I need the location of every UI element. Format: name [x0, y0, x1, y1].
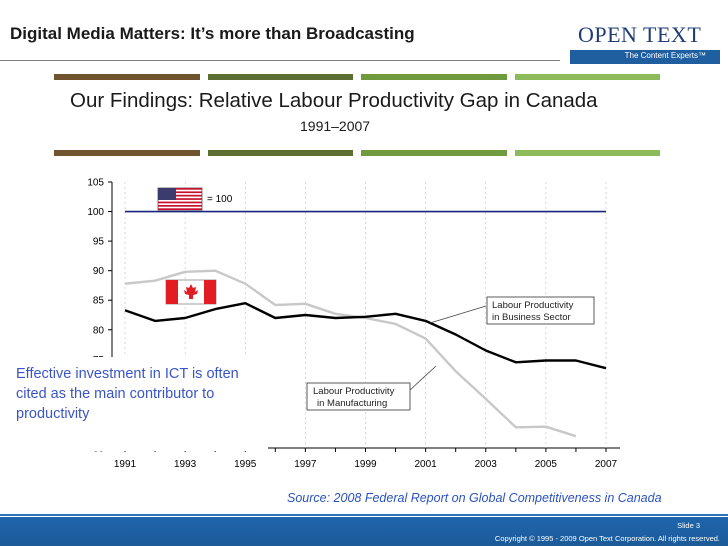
footer-bar: [0, 517, 728, 546]
canada-flag-icon: [165, 279, 217, 305]
stripe-segment: [207, 150, 353, 156]
x-tick-label: 1995: [234, 459, 257, 470]
us-flag-icon: [157, 187, 203, 211]
us-reference-label: = 100: [207, 194, 233, 205]
x-tick-label: 2005: [535, 459, 558, 470]
stripe-segment: [514, 150, 660, 156]
slide-title: Our Findings: Relative Labour Productivi…: [70, 89, 598, 112]
business-label-line-2: in Business Sector: [492, 312, 571, 323]
header-title: Digital Media Matters: It’s more than Br…: [10, 24, 415, 43]
manufacturing-label-pointer: [409, 365, 437, 391]
source-citation: Source: 2008 Federal Report on Global Co…: [287, 491, 662, 505]
y-tick-label: 90: [93, 266, 105, 277]
manufacturing-label-box: Labour Productivity in Manufacturing: [306, 382, 411, 411]
callout-panel: [12, 357, 268, 451]
ict-callout-text: Effective investment in ICT is often cit…: [16, 366, 239, 422]
x-tick-label: 2003: [475, 459, 498, 470]
y-tick-label: 100: [87, 207, 104, 218]
logo-wordmark: OPEN TEXT: [578, 22, 702, 47]
stripe-segment: [514, 74, 660, 80]
decorative-stripe-bottom: [54, 150, 660, 156]
chart-series: [124, 210, 607, 438]
business-label-line-1: Labour Productivity: [492, 300, 574, 311]
footer-divider: [0, 514, 728, 516]
y-tick-label: 95: [93, 237, 105, 248]
manufacturing-label-line-1: Labour Productivity: [313, 386, 395, 397]
copyright-notice: Copyright © 1995 - 2009 Open Text Corpor…: [494, 534, 720, 543]
manufacturing-line: [124, 269, 577, 438]
business-label-pointer: [429, 305, 487, 324]
y-tick-label: 80: [93, 325, 105, 336]
manufacturing-label-line-2: in Manufacturing: [317, 398, 387, 409]
stripe-segment: [361, 150, 507, 156]
y-tick-label: 85: [93, 296, 105, 307]
stripe-segment: [54, 150, 200, 156]
slide-number: Slide 3: [677, 521, 700, 530]
stripe-segment: [207, 74, 353, 80]
open-text-logo: OPEN TEXT The Content Experts™: [562, 22, 720, 64]
stripe-segment: [54, 74, 200, 80]
x-tick-label: 2001: [415, 459, 438, 470]
x-tick-label: 2007: [595, 459, 618, 470]
x-tick-label: 1993: [174, 459, 197, 470]
x-tick-label: 1991: [114, 459, 137, 470]
slide-subtitle: 1991–2007: [300, 118, 371, 134]
decorative-stripe-top: [54, 74, 660, 80]
x-tick-label: 1997: [294, 459, 317, 470]
y-tick-label: 105: [87, 178, 104, 189]
business-sector-line: [124, 302, 607, 370]
stripe-segment: [361, 74, 507, 80]
logo-bar: [570, 50, 720, 64]
business-sector-label-box: Labour Productivity in Business Sector: [486, 296, 595, 325]
logo-tagline: The Content Experts™: [624, 51, 706, 60]
x-tick-label: 1999: [354, 459, 377, 470]
header-divider: [0, 60, 560, 61]
